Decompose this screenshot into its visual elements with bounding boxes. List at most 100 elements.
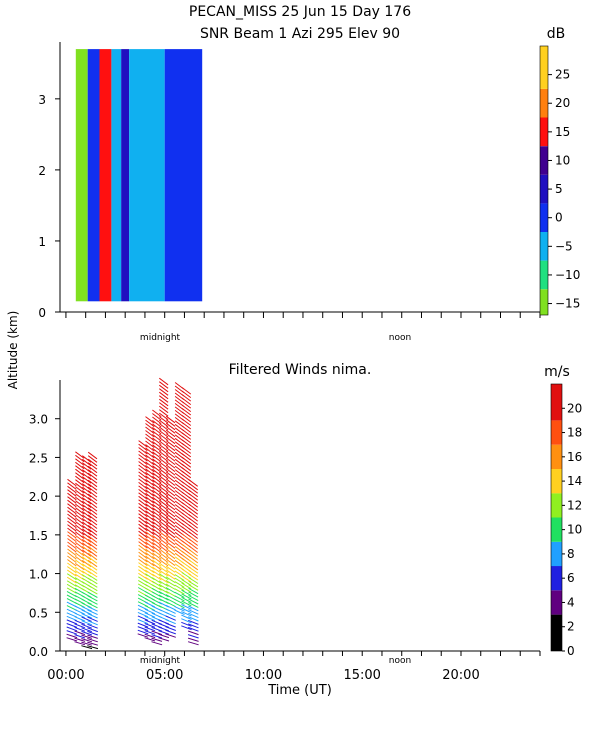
wind-barb xyxy=(87,602,98,609)
wind-barb xyxy=(67,545,77,553)
wind-barb xyxy=(138,569,148,577)
wind-barb xyxy=(152,555,162,564)
wind-barb xyxy=(165,629,176,635)
wind-barb xyxy=(152,517,162,525)
wind-barb xyxy=(75,496,85,505)
wind-barb xyxy=(138,565,148,573)
wind-barb xyxy=(66,573,77,581)
wind-barb xyxy=(145,552,155,560)
wind-barb xyxy=(188,598,199,605)
wind-barb xyxy=(159,513,169,522)
snr-colorbar-tick-label: −15 xyxy=(555,297,580,311)
wind-barb xyxy=(87,531,98,540)
wind-barb xyxy=(81,641,93,646)
wind-colorbar-frame xyxy=(550,383,563,652)
wind-barb xyxy=(144,605,156,611)
wind-barb xyxy=(188,612,199,619)
wind-barb xyxy=(67,496,77,504)
wind-barb xyxy=(188,609,199,615)
wind-barb xyxy=(87,465,98,474)
snr-y-tick-label: 1 xyxy=(38,235,46,249)
wind-barb xyxy=(165,548,176,556)
wind-barb xyxy=(165,450,176,459)
wind-barb xyxy=(165,583,176,590)
wind-barb xyxy=(151,634,163,639)
wind-barb xyxy=(165,481,176,490)
snr-colorbar-segment xyxy=(540,232,548,261)
wind-barb xyxy=(82,486,92,495)
wind-barb xyxy=(137,633,149,638)
wind-barb xyxy=(81,616,92,622)
wind-barb xyxy=(152,454,162,463)
wind-barb xyxy=(145,513,155,522)
wind-barb xyxy=(144,619,156,625)
wind-barb xyxy=(152,496,162,505)
wind-barb xyxy=(159,482,169,490)
wind-midnight-label: midnight xyxy=(140,656,181,666)
wind-barb xyxy=(81,559,92,568)
wind-barb xyxy=(75,542,85,550)
wind-barb xyxy=(145,531,155,539)
wind-colorbar-tick-label: 14 xyxy=(567,474,582,488)
wind-barb xyxy=(152,489,162,498)
wind-x-tick-label: 15:00 xyxy=(343,668,380,683)
wind-barb xyxy=(145,517,155,525)
wind-barb xyxy=(188,503,198,512)
wind-barb xyxy=(152,493,162,501)
wind-barb xyxy=(152,559,162,567)
header-title: PECAN_MISS 25 Jun 15 Day 176 xyxy=(189,4,411,20)
wind-colorbar-tick-label: 0 xyxy=(567,644,575,658)
wind-x-tick-label: 05:00 xyxy=(146,668,183,683)
wind-barb xyxy=(188,528,198,536)
wind-barb xyxy=(159,409,169,417)
wind-colorbar-tick-label: 8 xyxy=(567,547,575,561)
snr-colorbar-segment xyxy=(540,146,548,175)
wind-barb xyxy=(159,464,169,473)
wind-barb xyxy=(74,609,85,615)
wind-barb xyxy=(181,418,192,426)
wind-barb xyxy=(75,468,85,477)
wind-barb xyxy=(152,433,162,442)
wind-barb xyxy=(138,516,148,525)
wind-barb xyxy=(152,531,162,539)
wind-barb xyxy=(181,401,192,409)
wind-barb xyxy=(82,549,92,557)
wind-barb xyxy=(165,569,176,577)
wind-barb xyxy=(67,555,77,563)
wind-barb xyxy=(75,493,85,501)
wind-barb xyxy=(165,422,176,431)
wind-barb xyxy=(81,623,92,629)
wind-barb xyxy=(67,510,77,518)
wind-barb xyxy=(165,433,176,441)
wind-barb xyxy=(159,517,169,525)
wind-barb xyxy=(159,485,169,494)
wind-barb xyxy=(187,630,199,636)
wind-barb xyxy=(145,437,155,445)
wind-barb xyxy=(159,419,169,428)
wind-barb xyxy=(165,523,176,532)
wind-barb xyxy=(158,626,170,632)
wind-barb xyxy=(181,596,192,603)
wind-barb xyxy=(82,531,92,540)
wind-barb xyxy=(165,499,176,507)
wind-barb xyxy=(165,601,176,608)
snr-colorbar-tick-label: −5 xyxy=(555,239,573,253)
wind-barb xyxy=(152,562,162,571)
wind-barb xyxy=(165,513,176,521)
wind-barb xyxy=(87,616,98,622)
snr-colorbar-segment xyxy=(540,46,548,89)
wind-y-tick-label: 0.5 xyxy=(29,606,48,620)
wind-barb xyxy=(159,381,169,389)
wind-barb xyxy=(138,478,148,486)
wind-barb xyxy=(159,444,169,452)
wind-barb xyxy=(188,555,199,564)
wind-barb xyxy=(159,506,169,515)
wind-y-ticks: 0.0 0.5 1.0 1.5 2.0 2.5 3.0 xyxy=(29,413,60,659)
wind-barb xyxy=(145,478,155,487)
wind-barb xyxy=(81,556,92,564)
wind-barb xyxy=(152,409,162,418)
wind-barb xyxy=(138,530,148,539)
wind-barb xyxy=(152,423,162,431)
wind-barb xyxy=(137,622,149,628)
